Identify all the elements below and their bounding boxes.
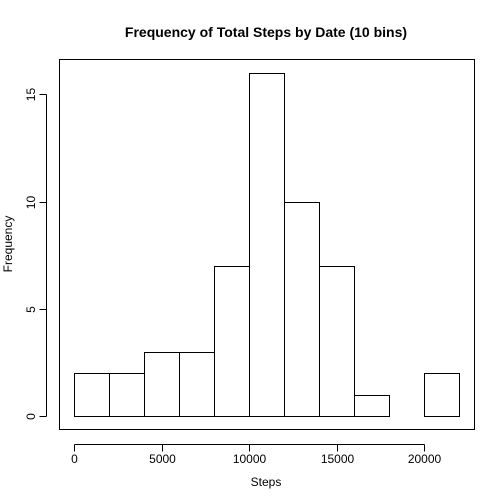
x-tick-label: 20000 — [408, 452, 442, 466]
chart-title: Frequency of Total Steps by Date (10 bin… — [125, 24, 407, 40]
histogram-bar — [179, 352, 215, 417]
histogram-bar — [74, 373, 110, 417]
plot-frame — [59, 59, 475, 430]
histogram-bar — [424, 373, 460, 417]
y-axis-label: Frequency — [1, 216, 15, 273]
x-tick-label: 0 — [71, 452, 78, 466]
histogram-bar — [144, 352, 180, 417]
histogram-bar — [354, 395, 390, 417]
histogram-bar — [319, 266, 355, 417]
x-axis-label: Steps — [251, 475, 282, 489]
y-tick-label: 0 — [24, 413, 38, 420]
bars-group — [74, 73, 460, 417]
histogram-bar — [284, 202, 320, 417]
x-tick-label: 15000 — [321, 452, 355, 466]
y-tick-label: 10 — [24, 196, 38, 210]
histogram-bar — [249, 73, 285, 417]
y-axis: 0 5 10 15 — [24, 88, 47, 420]
x-tick-label: 10000 — [233, 452, 267, 466]
y-tick-label: 15 — [24, 88, 38, 102]
histogram-bar — [109, 373, 145, 417]
x-axis: 0 5000 10000 15000 20000 — [71, 444, 442, 466]
histogram-bar — [214, 266, 250, 417]
x-tick-label: 5000 — [149, 452, 176, 466]
y-tick-label: 5 — [24, 306, 38, 313]
